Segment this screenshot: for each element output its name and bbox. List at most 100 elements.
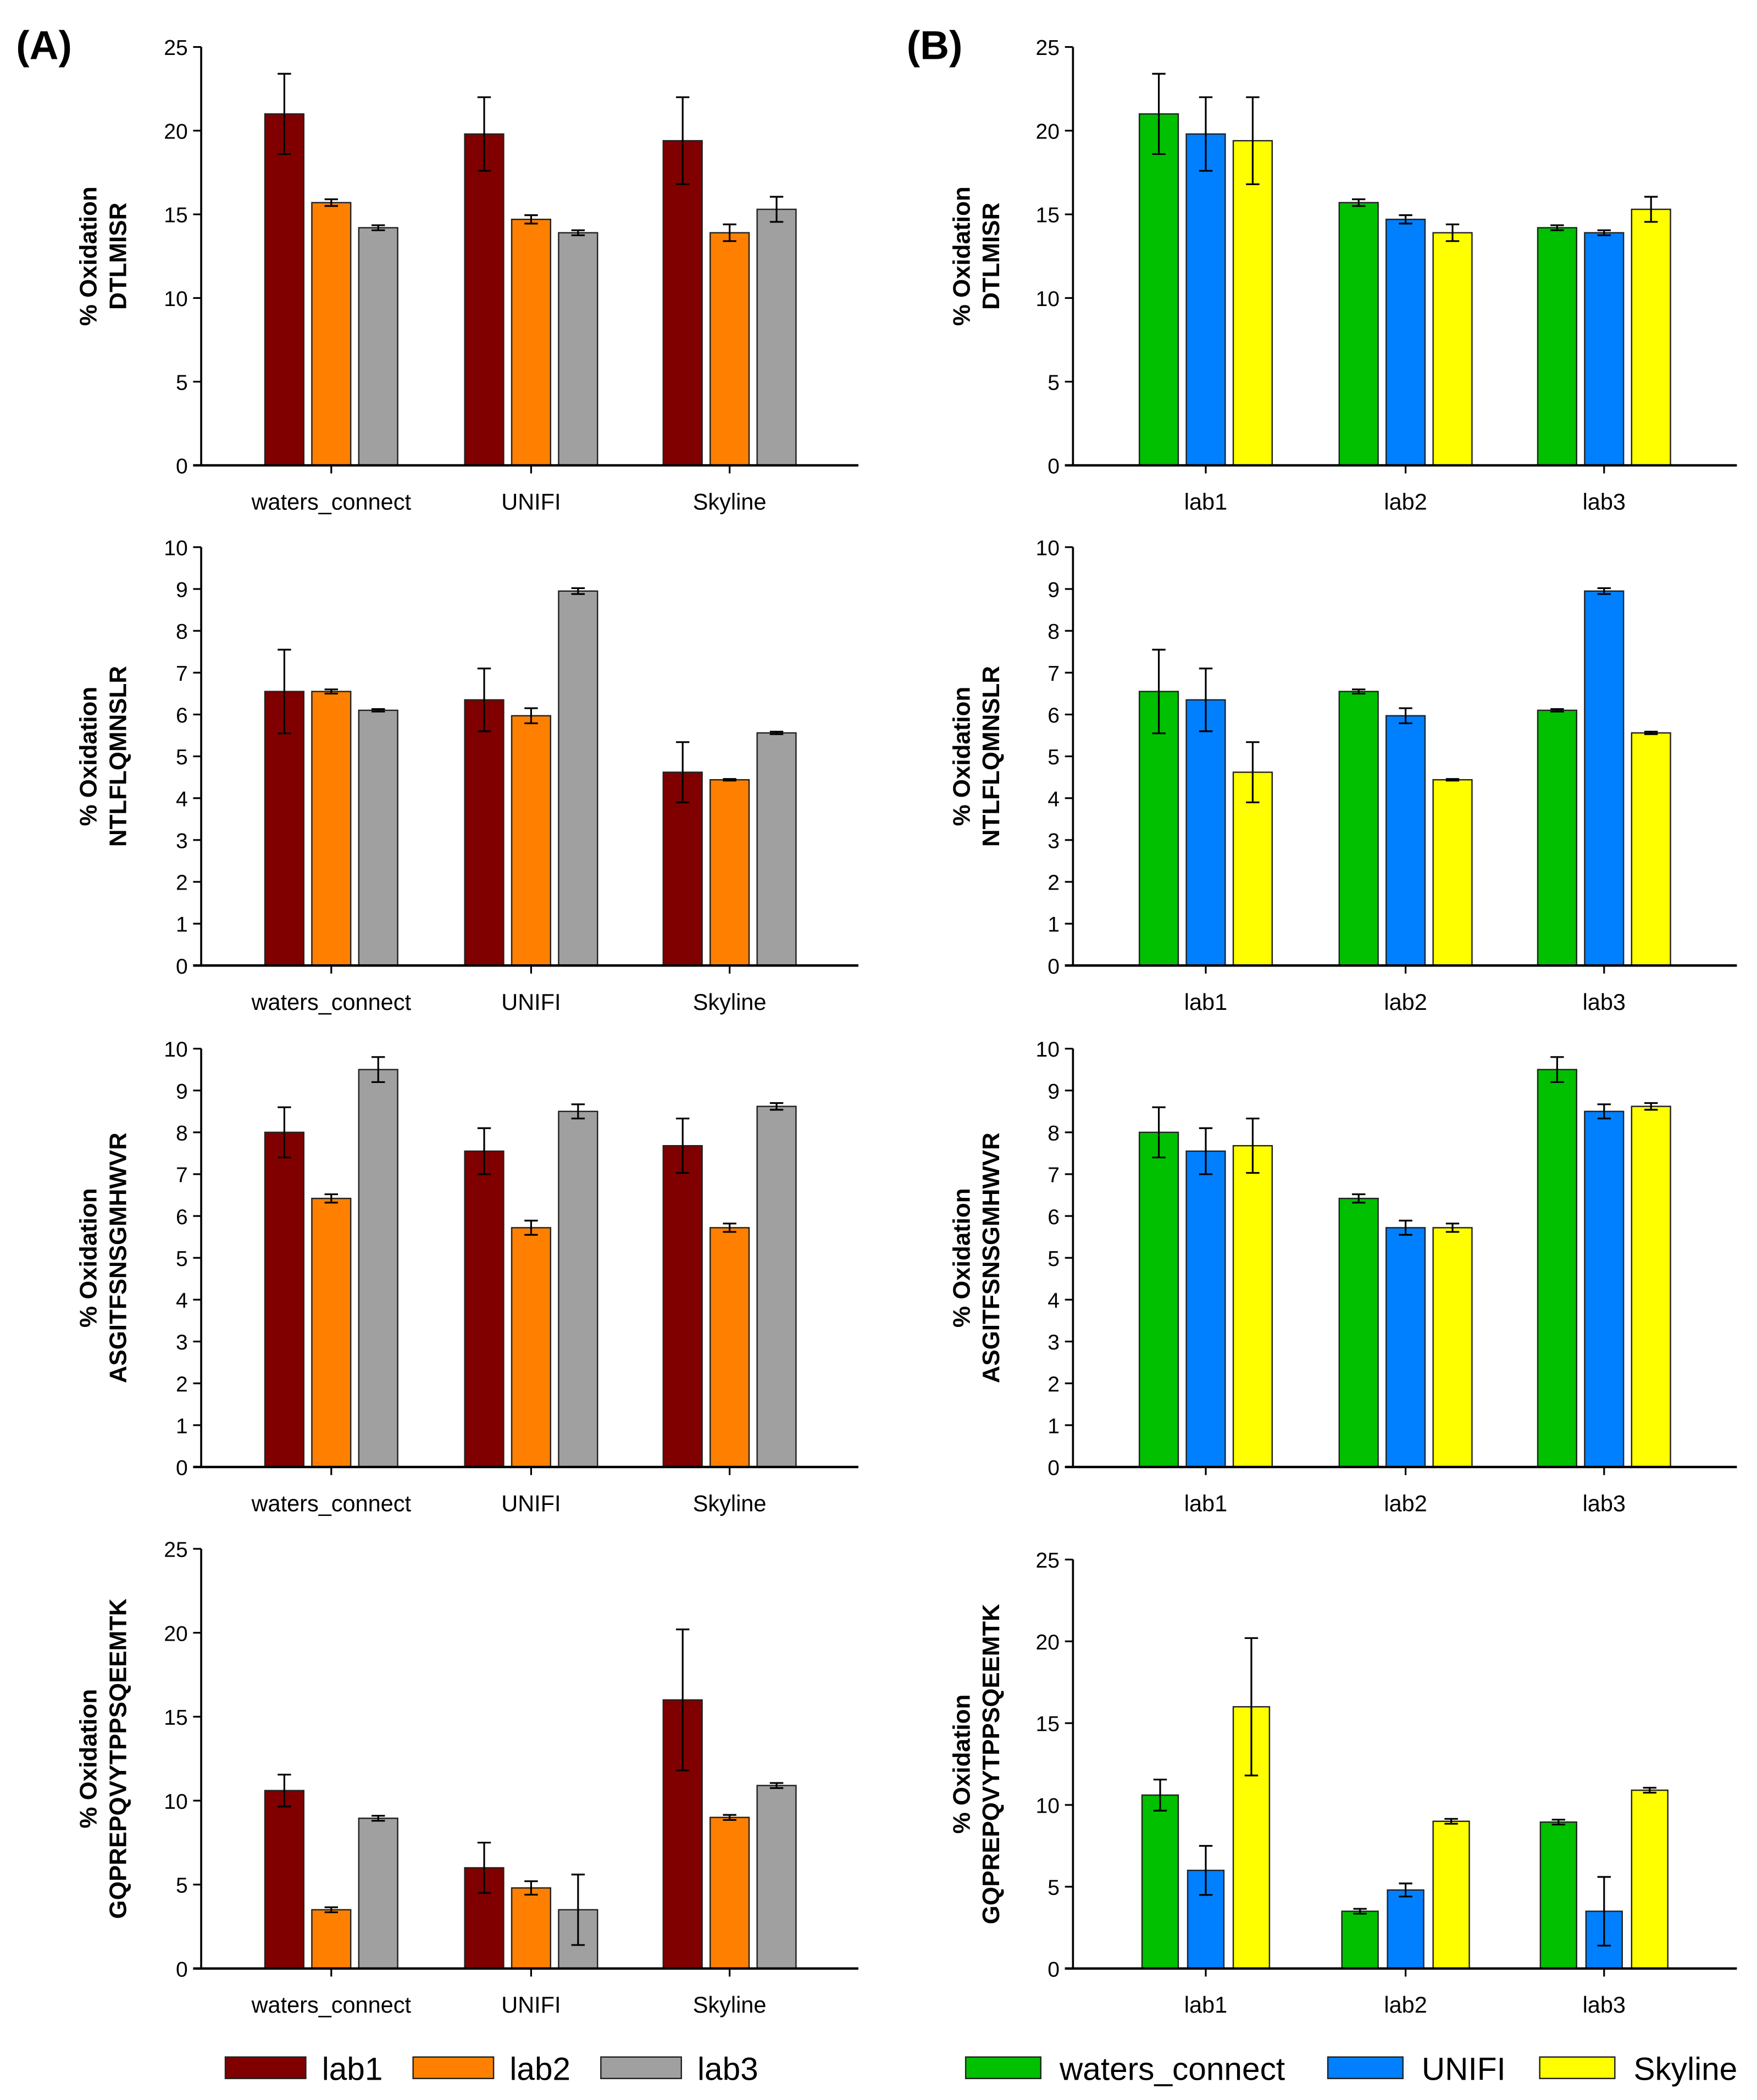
y-tick-label: 5 bbox=[176, 1247, 188, 1271]
y-tick-label: 0 bbox=[1047, 455, 1060, 479]
x-tick-label: lab3 bbox=[1583, 1992, 1626, 2018]
bar-Skyline-lab2 bbox=[1432, 1227, 1473, 1468]
legend-swatch bbox=[1327, 2056, 1404, 2080]
error-bar bbox=[1153, 1779, 1167, 1812]
error-bar bbox=[675, 1628, 690, 1771]
bar-Skyline-lab2 bbox=[1432, 232, 1473, 466]
bar-UNIFI-lab1 bbox=[1185, 1150, 1226, 1468]
error-bar bbox=[278, 648, 291, 735]
legend-b: waters_connect UNIFI Skyline bbox=[965, 2051, 1737, 2087]
y-tick-label: 5 bbox=[1047, 1876, 1060, 1899]
bar-Skyline-lab1 bbox=[1232, 1145, 1273, 1468]
x-tick-label: lab1 bbox=[1184, 488, 1227, 514]
bar-lab2-UNIFI bbox=[511, 219, 552, 466]
bar-lab3-waters_connect bbox=[358, 1069, 398, 1468]
y-axis-label: % Oxidation DTLMISR bbox=[75, 186, 132, 326]
y-tick-label: 7 bbox=[1047, 1164, 1060, 1187]
chart-b-2: 0 1 2 3 4 5 6 7 8 9 10 lab1 lab2 lab3 % Oxidation NTLFL… bbox=[948, 536, 1737, 1015]
error-bar bbox=[769, 196, 784, 223]
legend-label: lab2 bbox=[509, 2051, 570, 2087]
bar-lab1-UNIFI bbox=[464, 133, 505, 466]
bar-waters_connect-lab2 bbox=[1338, 1197, 1379, 1468]
x-tick-label: waters_connect bbox=[251, 1491, 412, 1516]
bar-waters_connect-lab3 bbox=[1537, 227, 1577, 466]
legend-label: UNIFI bbox=[1422, 2051, 1506, 2087]
error-bar bbox=[1597, 587, 1611, 595]
error-bar bbox=[571, 1103, 585, 1120]
error-bar bbox=[1351, 198, 1366, 207]
error-bar bbox=[675, 1118, 690, 1174]
y-tick-label: 5 bbox=[176, 371, 188, 395]
error-bar bbox=[1152, 1106, 1166, 1159]
y-tick-label: 2 bbox=[176, 1373, 188, 1396]
panel-label-b: (B) bbox=[907, 23, 963, 68]
y-axis-label: % Oxidation NTLFLQMNSLR bbox=[948, 666, 1005, 847]
bar-lab3-Skyline bbox=[756, 208, 797, 466]
bar-waters_connect-lab3 bbox=[1537, 1069, 1577, 1468]
error-bar bbox=[769, 1782, 784, 1789]
legend-swatch bbox=[600, 2056, 682, 2080]
x-tick-label: Skyline bbox=[693, 1992, 767, 2018]
y-tick-label: 2 bbox=[176, 871, 188, 895]
legend-a: lab1 lab2 lab3 bbox=[224, 2051, 758, 2087]
bar-lab1-Skyline bbox=[662, 1145, 703, 1468]
y-tick-label: 10 bbox=[1036, 1795, 1060, 1818]
bar-lab1-UNIFI bbox=[464, 1150, 505, 1468]
chart-a-2: 0 1 2 3 4 5 6 7 8 9 10 waters_connect UNIFI Skyline % … bbox=[75, 536, 858, 1015]
x-tick-label: lab1 bbox=[1184, 1992, 1227, 2018]
bar-Skyline-lab3 bbox=[1631, 1105, 1671, 1468]
legend-swatch bbox=[412, 2056, 495, 2080]
error-bar bbox=[1643, 1787, 1656, 1794]
error-bar bbox=[477, 1841, 491, 1894]
y-tick-label: 9 bbox=[1047, 1080, 1060, 1103]
chart-a-1: 0 5 10 15 20 25 waters_connect UNIFI Skyline % Ox… bbox=[75, 36, 858, 514]
error-bar bbox=[769, 1102, 784, 1111]
legend-label: lab1 bbox=[322, 2051, 383, 2087]
error-bar bbox=[1353, 1908, 1367, 1915]
bar-lab1-waters_connect bbox=[264, 691, 304, 966]
y-tick-label: 4 bbox=[1047, 787, 1060, 811]
y-tick-label: 2 bbox=[1047, 871, 1060, 895]
bar-lab3-Skyline bbox=[756, 1785, 797, 1969]
error-bar bbox=[1399, 1882, 1412, 1898]
error-bar bbox=[1445, 223, 1460, 242]
legend-swatch bbox=[965, 2056, 1042, 2080]
y-tick-label: 9 bbox=[176, 1080, 188, 1103]
error-bar bbox=[372, 1815, 385, 1822]
bar-UNIFI-lab1 bbox=[1185, 133, 1226, 466]
error-bar bbox=[1597, 229, 1611, 236]
y-tick-label: 7 bbox=[1047, 662, 1060, 686]
error-bar bbox=[723, 1223, 736, 1233]
y-axis-label: % Oxidation GQPREPQVYTPPSQEEMTK bbox=[948, 1604, 1005, 1924]
chart-b-3: 0 1 2 3 4 5 6 7 8 9 10 lab1 lab2 lab3 % Oxidation ASGIT… bbox=[948, 1038, 1737, 1516]
error-bar bbox=[372, 1056, 385, 1084]
error-bar bbox=[1199, 1127, 1213, 1175]
x-tick-label: lab3 bbox=[1583, 488, 1626, 514]
bar-lab2-waters_connect bbox=[311, 691, 352, 966]
y-tick-label: 4 bbox=[176, 787, 188, 811]
bar-waters_connect-lab3 bbox=[1539, 1821, 1577, 1969]
chart-a-4: 0 5 10 15 20 25 waters_connect UNIFI Skyline % Ox… bbox=[75, 1538, 858, 2018]
x-tick-label: lab3 bbox=[1583, 1491, 1626, 1516]
bar-lab1-UNIFI bbox=[464, 699, 505, 966]
y-axis-label: % Oxidation GQPREPQVYTPPSQEEMTK bbox=[75, 1598, 132, 1919]
y-tick-label: 6 bbox=[1047, 704, 1060, 727]
error-bar bbox=[1152, 648, 1166, 735]
y-tick-label: 25 bbox=[164, 1538, 187, 1562]
chart-a-3: 0 1 2 3 4 5 6 7 8 9 10 waters_connect UNIFI Skyline % … bbox=[75, 1038, 858, 1516]
legend-swatch bbox=[1539, 2056, 1616, 2080]
y-tick-label: 10 bbox=[164, 536, 187, 560]
bar-UNIFI-lab1 bbox=[1185, 699, 1226, 966]
bar-Skyline-lab2 bbox=[1432, 779, 1473, 966]
y-tick-label: 20 bbox=[164, 120, 187, 143]
bar-waters_connect-lab1 bbox=[1141, 1794, 1179, 1969]
y-tick-label: 25 bbox=[164, 36, 187, 60]
y-tick-label: 10 bbox=[1036, 287, 1060, 311]
x-tick-label: lab1 bbox=[1184, 1491, 1227, 1516]
error-bar bbox=[571, 229, 585, 236]
y-tick-label: 10 bbox=[164, 1038, 187, 1062]
error-bar bbox=[524, 707, 538, 724]
bar-UNIFI-lab2 bbox=[1385, 715, 1426, 966]
bar-waters_connect-lab2 bbox=[1338, 691, 1379, 966]
y-tick-label: 4 bbox=[1047, 1289, 1060, 1313]
